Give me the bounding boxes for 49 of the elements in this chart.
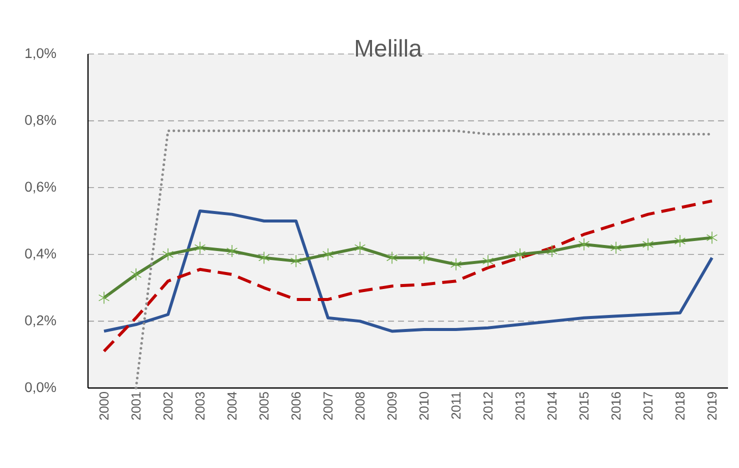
- point: [642, 238, 654, 251]
- point: [610, 241, 622, 254]
- point: [226, 244, 238, 258]
- x-tick-label: 2006: [291, 392, 301, 420]
- x-tick-label: 2003: [195, 392, 205, 420]
- x-tick-label: 2000: [99, 392, 109, 420]
- point: [450, 258, 462, 271]
- x-tick-label: 2001: [131, 392, 141, 420]
- point: [482, 254, 494, 268]
- y-tick-label: 0,8%: [25, 114, 56, 127]
- point: [514, 248, 526, 261]
- y-tick-label: 0,6%: [25, 182, 56, 194]
- point: [194, 241, 206, 254]
- point: [162, 248, 174, 261]
- x-tick-label: 2015: [579, 392, 589, 420]
- point: [578, 238, 590, 251]
- x-tick-label: 2005: [259, 392, 269, 420]
- x-tick-label: 2004: [227, 392, 237, 420]
- y-tick-label: 0,4%: [25, 248, 56, 260]
- point: [258, 251, 270, 264]
- chart-title: Melilla: [356, 39, 422, 57]
- x-tick-label: 2016: [611, 392, 621, 420]
- x-tick-label: 2010: [419, 392, 429, 420]
- point: [418, 251, 430, 264]
- point: [322, 248, 334, 261]
- x-tick-label: 2008: [355, 392, 365, 420]
- point: [706, 231, 718, 244]
- x-tick-label: 2014: [547, 392, 557, 420]
- line-series: [102, 209, 714, 333]
- x-tick-label: 2012: [483, 392, 493, 420]
- point: [98, 291, 110, 304]
- y-tick-label: 1,0%: [26, 48, 56, 60]
- x-tick-label: 2017: [643, 392, 653, 420]
- point: [674, 234, 686, 248]
- point: [290, 254, 302, 268]
- x-tick-label: 2011: [451, 392, 461, 419]
- point: [354, 241, 366, 254]
- x-tick-label: 2009: [387, 392, 397, 420]
- point: [130, 268, 142, 281]
- y-tick-label: 0,2%: [25, 315, 56, 327]
- point: [386, 251, 398, 264]
- x-tick-label: 2018: [675, 392, 685, 420]
- x-tick-label: 2002: [163, 392, 173, 420]
- x-tick-label: 2007: [323, 392, 333, 420]
- y-tick-label: 0,0%: [25, 382, 56, 394]
- line-series: [102, 199, 714, 353]
- point: [546, 244, 558, 258]
- x-tick-label: 2019: [707, 392, 717, 420]
- x-tick-label: 2013: [515, 392, 525, 420]
